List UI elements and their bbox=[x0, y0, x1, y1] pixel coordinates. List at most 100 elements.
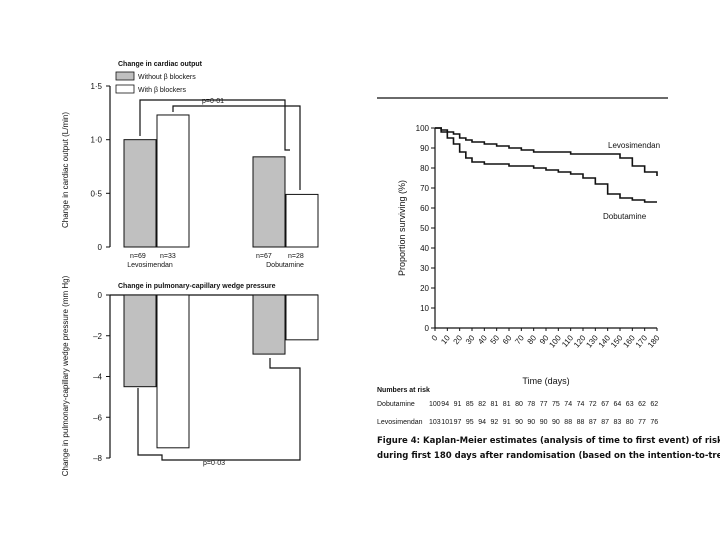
bar-dobutamine-without bbox=[252, 156, 286, 248]
x-tick-label: 180 bbox=[646, 333, 662, 349]
risk-value: 95 bbox=[466, 419, 474, 426]
risk-value: 101 bbox=[441, 419, 453, 426]
risk-value: 72 bbox=[589, 401, 597, 408]
y-tick-label: 0·5 bbox=[90, 189, 102, 198]
risk-value: 87 bbox=[589, 419, 597, 426]
x-tick-label: 40 bbox=[476, 333, 489, 346]
y-tick-label: 10 bbox=[420, 304, 429, 313]
risk-value: 80 bbox=[515, 401, 523, 408]
n-label: n=67 bbox=[256, 253, 272, 260]
wedge-pressure-ylabel: Change in pulmonary-capillary wedge pres… bbox=[61, 275, 70, 476]
risk-value: 94 bbox=[478, 419, 486, 426]
risk-value: 87 bbox=[601, 419, 609, 426]
y-tick-label: 70 bbox=[420, 184, 429, 193]
risk-value: 103 bbox=[429, 419, 441, 426]
risk-value: 94 bbox=[441, 401, 449, 408]
y-tick-label: 0 bbox=[98, 291, 103, 300]
x-tick-label: 70 bbox=[513, 333, 526, 346]
legend-swatch-with bbox=[115, 84, 135, 94]
bar-levosimendan-with bbox=[156, 114, 190, 248]
bar-dobutamine-with bbox=[285, 294, 319, 341]
risk-value: 83 bbox=[614, 419, 622, 426]
bar-dobutamine-with bbox=[285, 193, 319, 248]
risk-value: 82 bbox=[478, 401, 486, 408]
km-y-ticks: 0 10 20 30 40 50 60 70 80 90 100 bbox=[416, 124, 435, 333]
series-label-levosimendan: Levosimendan bbox=[608, 141, 660, 150]
risk-value: 67 bbox=[601, 401, 609, 408]
risk-value: 74 bbox=[577, 401, 585, 408]
y-tick-label: –6 bbox=[93, 413, 102, 422]
cardiac-output-title: Change in cardiac output bbox=[118, 61, 203, 68]
x-tick-label: 20 bbox=[452, 333, 465, 346]
y-tick-label: 50 bbox=[420, 224, 429, 233]
n-label: n=69 bbox=[130, 253, 146, 260]
x-tick-label: 30 bbox=[464, 333, 477, 346]
numbers-at-risk-values: 100 94 91 85 82 81 81 80 78 77 75 74 74 72 67 64 63 62 621… bbox=[429, 401, 658, 426]
y-tick-label: 1·0 bbox=[90, 136, 102, 145]
p-value-label: p=0·03 bbox=[203, 460, 225, 467]
y-tick-label: 90 bbox=[420, 144, 429, 153]
y-tick-label: 20 bbox=[420, 284, 429, 293]
numbers-at-risk-title: Numbers at risk bbox=[377, 387, 430, 394]
bar-levosimendan-without bbox=[123, 294, 157, 388]
risk-row-label-dobutamine: Dobutamine bbox=[377, 401, 415, 408]
km-series-lines bbox=[435, 127, 658, 203]
legend-label-with: With β blockers bbox=[138, 87, 186, 94]
bar-levosimendan-with bbox=[156, 294, 190, 449]
legend-swatch-without bbox=[115, 71, 135, 81]
bar-dobutamine-without bbox=[252, 294, 286, 355]
risk-value: 85 bbox=[466, 401, 474, 408]
risk-value: 75 bbox=[552, 401, 560, 408]
risk-value: 62 bbox=[650, 401, 658, 408]
figure-caption-line-2: during first 180 days after randomisatio… bbox=[377, 451, 720, 461]
km-x-ticks: 0 10 20 30 40 50 60 70 80 90100110120130140150160… bbox=[430, 328, 662, 350]
risk-value: 63 bbox=[626, 401, 634, 408]
cardiac-output-ylabel: Change in cardiac output (L/min) bbox=[61, 112, 70, 228]
risk-value: 74 bbox=[564, 401, 572, 408]
legend-label-without: Without β blockers bbox=[138, 74, 196, 81]
risk-value: 81 bbox=[503, 401, 511, 408]
risk-value: 91 bbox=[503, 419, 511, 426]
n-label: n=33 bbox=[160, 253, 176, 260]
x-tick-label: 0 bbox=[430, 333, 440, 343]
category-label-dobutamine: Dobutamine bbox=[266, 262, 304, 269]
p-value-label: p=0·01 bbox=[202, 98, 224, 105]
y-tick-label: 100 bbox=[416, 124, 430, 133]
figure-caption-line-1: Figure 4: Kaplan-Meier estimates (analys… bbox=[377, 436, 720, 446]
risk-value: 78 bbox=[527, 401, 535, 408]
risk-value: 92 bbox=[491, 419, 499, 426]
bar-levosimendan-without bbox=[123, 139, 157, 248]
risk-value: 81 bbox=[491, 401, 499, 408]
km-line-dobutamine bbox=[435, 127, 657, 203]
risk-value: 100 bbox=[429, 401, 441, 408]
category-label-levosimendan: Levosimendan bbox=[127, 262, 173, 269]
x-tick-label: 60 bbox=[501, 333, 514, 346]
series-label-dobutamine: Dobutamine bbox=[603, 212, 647, 221]
kaplan-meier-chart: Proportion surviving (%) 010203040506070… bbox=[377, 97, 720, 461]
y-tick-label: –4 bbox=[93, 373, 102, 382]
n-label: n=28 bbox=[288, 253, 304, 260]
km-line-levosimendan bbox=[435, 127, 658, 176]
significance-bracket bbox=[137, 388, 210, 461]
y-tick-label: 60 bbox=[420, 204, 429, 213]
risk-row-label-levosimendan: Levosimendan bbox=[377, 419, 423, 426]
wedge-pressure-chart: Change in pulmonary-capillary wedge pres… bbox=[61, 275, 319, 476]
wedge-pressure-title: Change in pulmonary-capillary wedge pres… bbox=[118, 283, 276, 290]
cardiac-output-chart: Change in cardiac output Without β block… bbox=[61, 61, 319, 269]
significance-bracket-inner bbox=[172, 105, 301, 190]
y-tick-label: 80 bbox=[420, 164, 429, 173]
risk-value: 90 bbox=[527, 419, 535, 426]
risk-value: 77 bbox=[638, 419, 646, 426]
y-tick-label: 0 bbox=[98, 243, 103, 252]
risk-value: 88 bbox=[564, 419, 572, 426]
risk-value: 76 bbox=[650, 419, 658, 426]
km-xlabel: Time (days) bbox=[522, 376, 569, 386]
risk-value: 64 bbox=[614, 401, 622, 408]
x-tick-label: 10 bbox=[439, 333, 452, 346]
risk-value: 97 bbox=[454, 419, 462, 426]
risk-value: 91 bbox=[454, 401, 462, 408]
risk-value: 62 bbox=[638, 401, 646, 408]
km-ylabel: Proportion surviving (%) bbox=[397, 180, 407, 276]
y-tick-label: 1·5 bbox=[90, 82, 102, 91]
y-tick-label: 30 bbox=[420, 264, 429, 273]
